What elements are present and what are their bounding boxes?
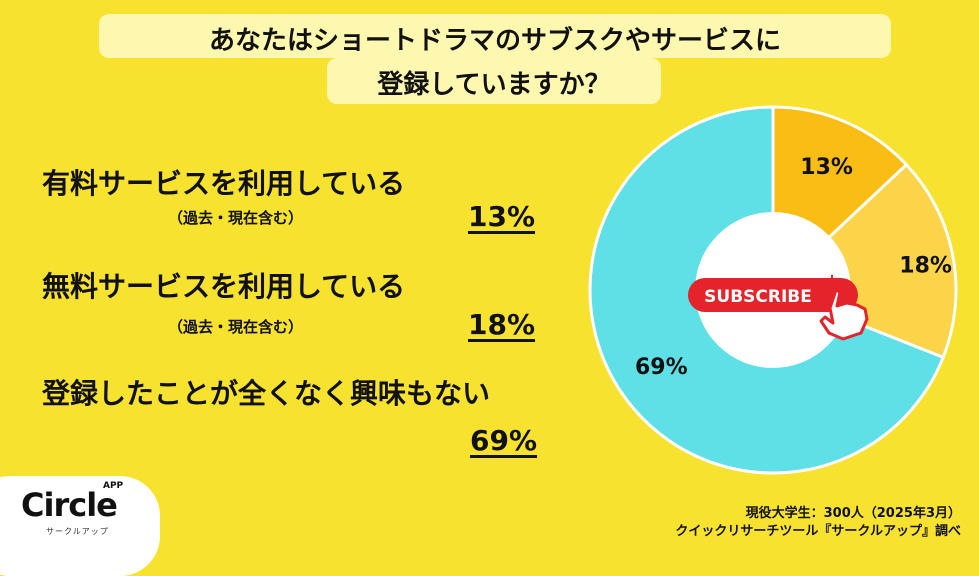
subscribe-button: SUBSCRIBE <box>688 278 858 312</box>
item-none-percent: 69% <box>470 424 538 457</box>
title-background-bottom <box>327 58 661 104</box>
slice-free-label: 18% <box>899 254 952 279</box>
item-none-label: 登録したことが全くなく興味もない <box>42 377 491 410</box>
pointing-hand-icon <box>817 275 869 341</box>
item-free-percent: 18% <box>468 308 536 341</box>
item-free-label: 無料サービスを利用している <box>42 270 406 303</box>
donut-chart: 13% 18% 69% SUBSCRIBE <box>588 105 958 475</box>
slice-free <box>770 162 958 360</box>
logo-wordmark: Circle <box>21 486 118 524</box>
logo-app-badge: APP <box>103 481 124 491</box>
footer-source: クイックリサーチツール『サークルアップ』調べ <box>675 524 961 539</box>
subscribe-button-bg <box>688 278 858 312</box>
slice-paid-label: 13% <box>800 155 853 180</box>
title-background-top <box>99 14 891 58</box>
item-paid-note: （過去・現在含む） <box>168 209 304 227</box>
title-line-2: 登録していますか？ <box>377 70 611 100</box>
item-paid-percent: 13% <box>468 200 536 233</box>
slice-none-label: 69% <box>635 355 688 380</box>
item-paid-label: 有料サービスを利用している <box>42 167 406 200</box>
item-free-note: （過去・現在含む） <box>168 318 304 336</box>
footer-sample: 現役大学生：300人（2025年3月） <box>745 506 961 521</box>
logo-kana: サークルアップ <box>46 527 109 536</box>
title-line-1: あなたはショートドラマのサブスクやサービスに <box>208 26 781 56</box>
subscribe-button-label: SUBSCRIBE <box>704 287 812 307</box>
